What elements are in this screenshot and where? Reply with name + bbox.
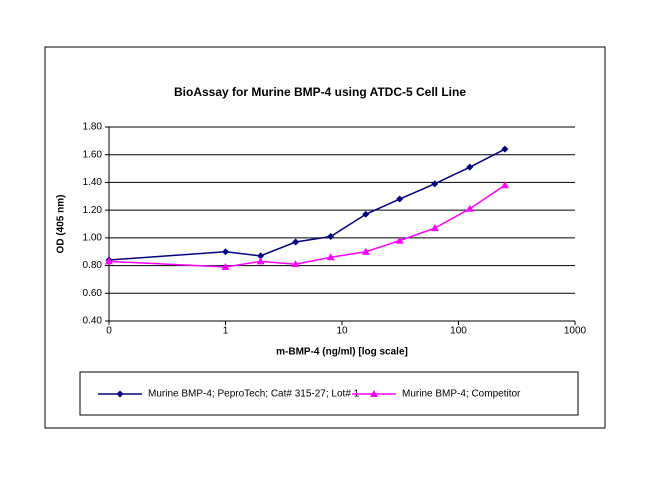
y-tick-label: 0.40: [83, 316, 103, 327]
legend-label: Murine BMP-4; Competitor: [402, 389, 521, 400]
diamond-marker: [292, 238, 300, 246]
triangle-marker: [500, 181, 509, 189]
y-axis-label: OD (405 nm): [56, 195, 67, 254]
triangle-marker: [256, 257, 265, 265]
x-tick-label: 1000: [564, 326, 587, 337]
y-tick-label: 0.80: [83, 260, 103, 271]
y-tick-label: 1.40: [83, 177, 103, 188]
diamond-marker: [501, 145, 509, 153]
x-axis-label: m-BMP-4 (ng/ml) [log scale]: [276, 347, 408, 358]
diamond-marker: [116, 390, 124, 398]
x-tick-label: 1: [223, 326, 229, 337]
triangle-marker: [291, 260, 300, 268]
diamond-marker: [396, 195, 404, 203]
x-tick-label: 10: [336, 326, 348, 337]
diamond-marker: [257, 252, 265, 260]
y-tick-label: 0.60: [83, 288, 103, 299]
diamond-marker: [362, 210, 370, 218]
legend-box: [79, 371, 579, 416]
triangle-marker: [395, 236, 404, 244]
x-tick-label: 0: [106, 326, 112, 337]
triangle-marker: [105, 257, 113, 265]
triangle-marker: [326, 253, 335, 261]
y-tick-label: 1.20: [83, 205, 103, 216]
y-tick-label: 1.60: [83, 149, 103, 160]
legend-label: Murine BMP-4; PeproTech; Cat# 315-27; Lo…: [148, 389, 360, 400]
y-tick-label: 1.80: [83, 122, 103, 133]
series-line: [108, 184, 506, 268]
diamond-marker: [327, 232, 335, 240]
series-line: [108, 148, 506, 261]
diamond-marker: [466, 163, 474, 171]
x-tick-label: 100: [450, 326, 467, 337]
triangle-marker: [361, 247, 370, 255]
triangle-marker: [430, 224, 439, 232]
triangle-marker: [465, 204, 474, 212]
diamond-marker: [431, 180, 439, 188]
y-tick-label: 1.00: [83, 232, 103, 243]
chart-title: BioAssay for Murine BMP-4 using ATDC-5 C…: [174, 85, 466, 99]
triangle-marker: [370, 390, 378, 397]
triangle-marker: [221, 262, 230, 270]
diamond-marker: [222, 248, 229, 256]
